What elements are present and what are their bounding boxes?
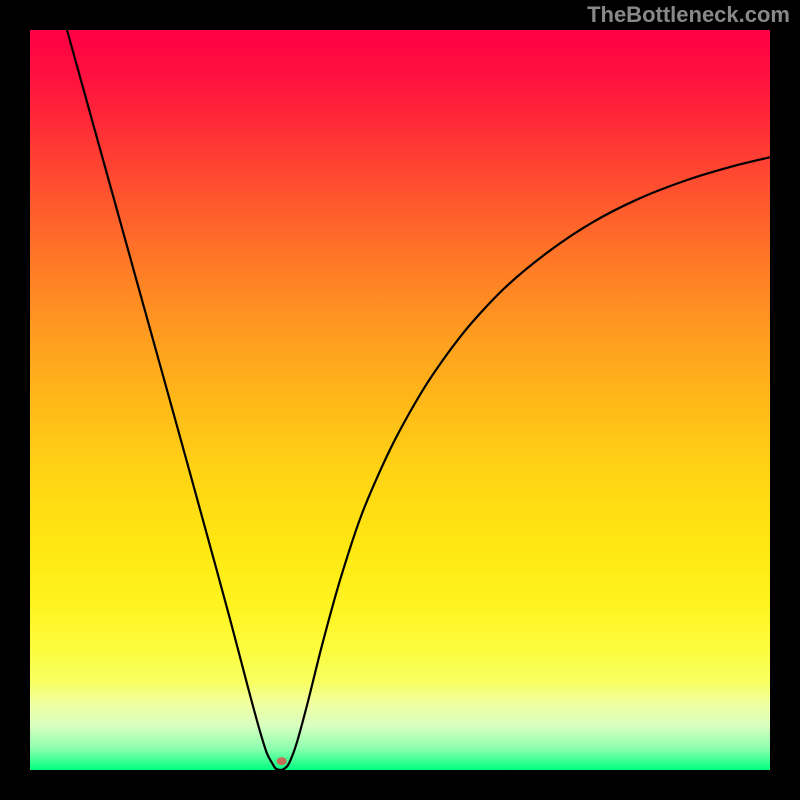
trough-marker xyxy=(277,757,287,765)
watermark-text: TheBottleneck.com xyxy=(587,2,790,28)
plot-area xyxy=(30,30,770,770)
bottleneck-curve xyxy=(30,30,770,770)
chart-frame: TheBottleneck.com xyxy=(0,0,800,800)
